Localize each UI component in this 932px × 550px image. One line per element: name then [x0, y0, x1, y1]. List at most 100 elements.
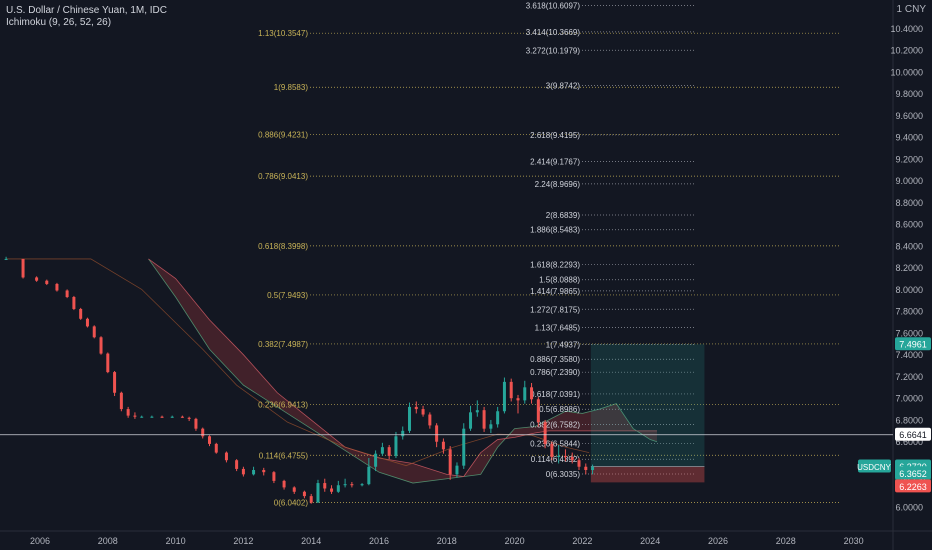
ichimoku-cloud — [148, 258, 657, 484]
y-tick-label: 10.4000 — [890, 24, 923, 34]
fib-retracement-label: 0.382(7.4987) — [258, 340, 308, 349]
y-tick-label: 9.6000 — [895, 111, 923, 121]
fib-retracement-label: 1(9.8583) — [274, 83, 309, 92]
candle-body — [35, 277, 39, 281]
candle-body — [113, 372, 117, 393]
candle-body — [282, 480, 286, 488]
x-tick-label: 2030 — [844, 536, 864, 546]
y-tick-label: 8.6000 — [895, 220, 923, 230]
candle-body — [557, 455, 561, 457]
candle-body — [584, 466, 588, 471]
x-tick-label: 2010 — [166, 536, 186, 546]
price-label: 6.2263 — [899, 482, 927, 492]
candle-body — [208, 436, 211, 444]
x-tick-label: 2022 — [572, 536, 592, 546]
fib-retracement-label: 0.5(7.9493) — [267, 291, 308, 300]
x-tick-label: 2006 — [30, 536, 50, 546]
price-label: 7.4961 — [899, 340, 927, 350]
y-tick-label: 8.0000 — [895, 285, 923, 295]
candle-body — [469, 412, 473, 429]
candle-body — [214, 443, 218, 453]
candle-body — [309, 496, 313, 503]
x-tick-label: 2016 — [369, 536, 389, 546]
candle-body — [180, 416, 184, 418]
candle-body — [85, 318, 89, 327]
fib-extension-label: 1.5(8.0888) — [539, 276, 580, 285]
candle-body — [126, 409, 130, 416]
candle-body — [316, 483, 320, 503]
candle-body — [455, 465, 459, 475]
candle-body — [360, 484, 364, 486]
y-tick-label: 7.4000 — [895, 350, 923, 360]
fib-extension-label: 2.414(9.1767) — [530, 157, 580, 166]
candle-body — [45, 280, 49, 284]
fib-extension-label: 0.886(7.3580) — [530, 355, 580, 364]
candle-body — [367, 466, 371, 485]
candle-body — [482, 410, 486, 429]
y-tick-label: 9.0000 — [895, 176, 923, 186]
candle-body — [272, 472, 276, 481]
candle-body — [374, 453, 378, 467]
fib-retracement-label: 0.886(9.4231) — [258, 131, 308, 140]
position-target-zone — [590, 344, 705, 467]
price-label-bg — [895, 466, 931, 480]
candle-body — [421, 409, 425, 415]
candle-body — [523, 387, 527, 401]
price-label: 6.3652 — [899, 469, 927, 479]
y-tick-label: 9.8000 — [895, 89, 923, 99]
candle-body — [262, 470, 266, 473]
candle-body — [530, 387, 534, 400]
candle-body — [330, 488, 334, 492]
candle-body — [133, 415, 137, 417]
candle-body — [441, 441, 445, 450]
price-label-bg — [895, 479, 931, 493]
y-tick-label: 6.8000 — [895, 415, 923, 425]
y-tick-label: 6.6000 — [895, 437, 923, 447]
candle-body — [387, 447, 391, 456]
candle-body — [92, 326, 96, 338]
fib-extension-label: 0.236(6.5844) — [530, 439, 580, 448]
fib-extension-label: 0.382(6.7582) — [530, 421, 580, 430]
fib-retracement-label: 0.786(9.0413) — [258, 172, 308, 181]
fib-extension-label: 0.5(6.8986) — [539, 405, 580, 414]
y-tick-label: 8.2000 — [895, 263, 923, 273]
candle-body — [235, 460, 239, 469]
candle-body — [55, 283, 59, 291]
candle-body — [435, 425, 439, 442]
fib-extension-label: 1.618(8.2293) — [530, 260, 580, 269]
symbol-tag: USDCNY — [857, 463, 891, 472]
x-tick-label: 2026 — [708, 536, 728, 546]
indicator-label[interactable]: Ichimoku (9, 26, 52, 26) — [6, 17, 112, 28]
y-tick-label: 8.4000 — [895, 241, 923, 251]
candle-body — [150, 416, 154, 418]
candle-body — [241, 468, 245, 475]
candle-body — [496, 411, 500, 425]
y-tick-label: 9.4000 — [895, 133, 923, 143]
candle-body — [160, 416, 164, 418]
ichimoku-span-b-line — [148, 258, 657, 477]
candle-body — [570, 456, 574, 461]
x-tick-label: 2008 — [98, 536, 118, 546]
fib-extension-label: 3.618(10.6097) — [526, 1, 581, 10]
crosshair-price-label: 6.6641 — [899, 430, 927, 440]
crosshair-price-bg — [895, 427, 931, 441]
candle-body — [380, 447, 384, 454]
fib-extension-label: 2.24(8.9696) — [535, 180, 581, 189]
fib-extension-label: 1.272(7.8175) — [530, 305, 580, 314]
candle-body — [343, 484, 347, 486]
x-tick-label: 2020 — [505, 536, 525, 546]
candle-body — [4, 258, 8, 260]
x-tick-label: 2024 — [640, 536, 660, 546]
y-tick-label: 7.8000 — [895, 307, 923, 317]
ichimoku-span-a-line — [148, 258, 658, 484]
candle-body — [577, 460, 581, 467]
x-tick-label: 2028 — [776, 536, 796, 546]
fib-extension-label: 3.272(10.1979) — [526, 46, 581, 55]
fib-extension-label: 1.886(8.5483) — [530, 226, 580, 235]
candle-body — [394, 436, 398, 456]
symbol-tag-bg — [858, 459, 891, 473]
candle-body — [550, 443, 554, 457]
position-stop-zone — [590, 466, 705, 483]
candle-body — [414, 406, 418, 410]
